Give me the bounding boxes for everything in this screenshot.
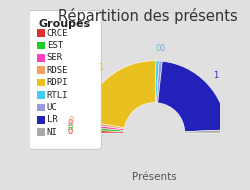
Text: 1: 1 — [98, 63, 103, 72]
Text: EST: EST — [47, 41, 63, 50]
Text: RTLI: RTLI — [47, 90, 68, 100]
Bar — [37, 42, 45, 49]
Wedge shape — [155, 61, 159, 103]
Wedge shape — [83, 120, 124, 129]
Text: UC: UC — [47, 103, 58, 112]
Wedge shape — [158, 61, 226, 132]
Wedge shape — [83, 61, 156, 128]
Text: SER: SER — [47, 53, 63, 63]
Text: RDSE: RDSE — [47, 66, 68, 75]
Text: 0: 0 — [68, 116, 73, 125]
Bar — [37, 128, 45, 136]
Text: NI: NI — [47, 127, 58, 137]
Text: 0: 0 — [68, 123, 73, 132]
Wedge shape — [82, 127, 124, 132]
Bar — [37, 116, 45, 124]
Bar — [37, 54, 45, 62]
Text: Répartition des présents: Répartition des présents — [58, 8, 238, 24]
Bar — [37, 104, 45, 111]
Text: Présents: Présents — [132, 172, 177, 182]
Text: 1: 1 — [214, 71, 219, 80]
Text: 0: 0 — [67, 127, 72, 136]
Text: RDPI: RDPI — [47, 78, 68, 87]
Wedge shape — [82, 124, 124, 130]
Text: 0: 0 — [159, 44, 164, 53]
Text: Groupes: Groupes — [38, 19, 91, 29]
Wedge shape — [82, 130, 124, 133]
Wedge shape — [185, 130, 227, 133]
FancyBboxPatch shape — [29, 10, 101, 149]
Bar — [37, 29, 45, 37]
Text: 0: 0 — [156, 44, 161, 53]
Bar — [37, 91, 45, 99]
Bar — [37, 66, 45, 74]
Text: LR: LR — [47, 115, 58, 124]
Bar — [37, 79, 45, 86]
Wedge shape — [156, 61, 162, 103]
Text: CRCE: CRCE — [47, 29, 68, 38]
Text: 0: 0 — [68, 119, 73, 128]
